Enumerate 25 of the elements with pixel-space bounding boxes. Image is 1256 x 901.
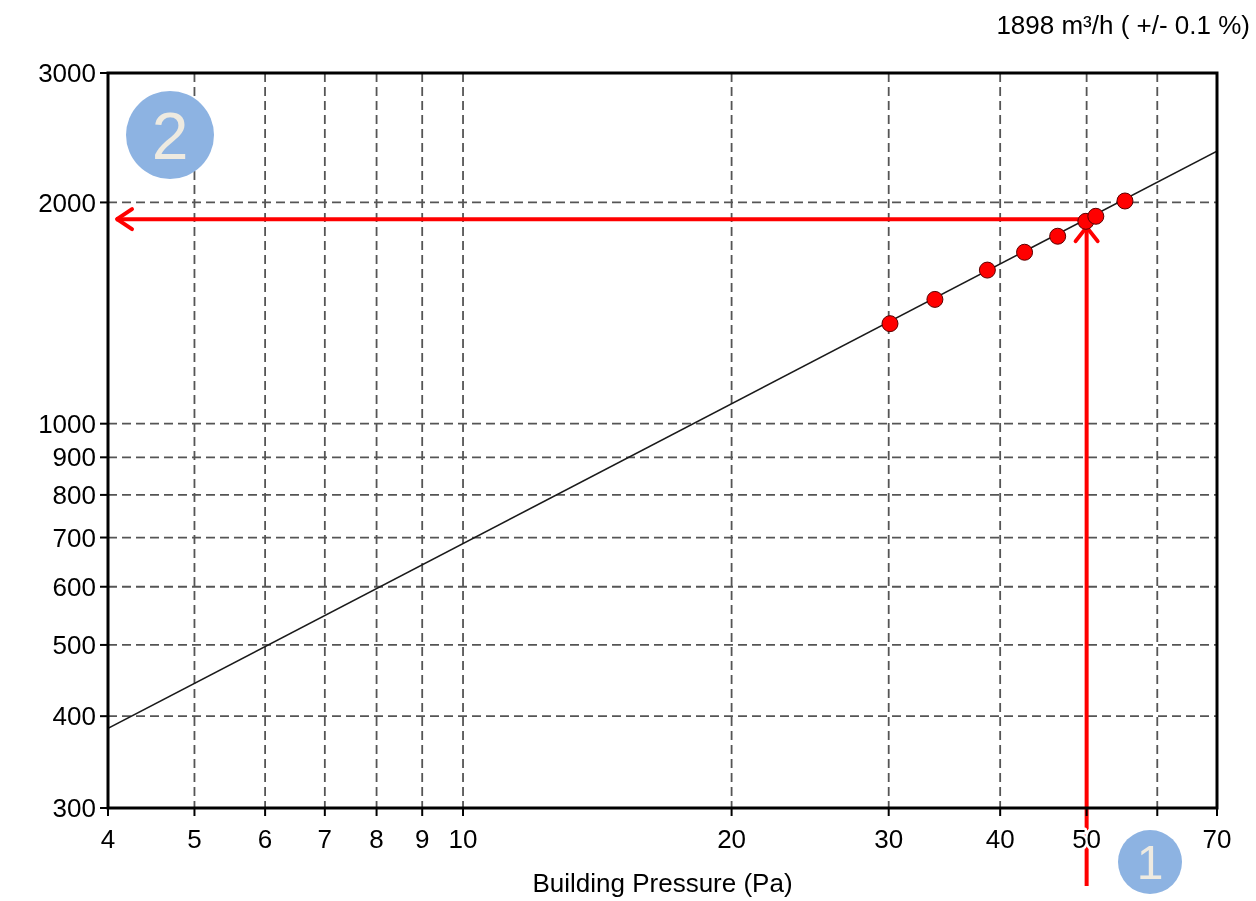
x-tick-label: 7	[317, 824, 333, 854]
annotation: 2	[151, 98, 189, 173]
text: 1898 m³/h ( +/- 0.1 %)	[996, 10, 1250, 40]
y-tick-label: 800	[52, 480, 96, 511]
y-tick-label: 3000	[38, 58, 96, 89]
x-tick-label: 8	[369, 824, 384, 854]
y-tick-label: 300	[52, 793, 96, 824]
y-tick-label: 500	[52, 630, 96, 661]
x-tick-label: 70	[1202, 824, 1232, 854]
x-axis-title: Building Pressure (Pa)	[532, 868, 793, 898]
y-tick-label: 400	[52, 701, 96, 732]
y-tick-label: 700	[52, 522, 96, 553]
y-tick-label: 600	[52, 571, 96, 602]
x-tick-label: 20	[717, 824, 747, 854]
y-tick-label: 1000	[38, 408, 96, 439]
y-tick-label: 900	[52, 442, 96, 473]
x-tick-label: 40	[985, 824, 1015, 854]
x-tick-label: 6	[257, 824, 273, 854]
x-tick-label: 30	[874, 824, 904, 854]
y-tick-label: 2000	[38, 187, 96, 218]
x-tick-label: 5	[187, 824, 202, 854]
x-tick-label: 4	[100, 824, 116, 854]
x-tick-label: 9	[414, 824, 430, 854]
text: 1	[1136, 836, 1164, 890]
x-tick-label: 10	[448, 824, 478, 854]
